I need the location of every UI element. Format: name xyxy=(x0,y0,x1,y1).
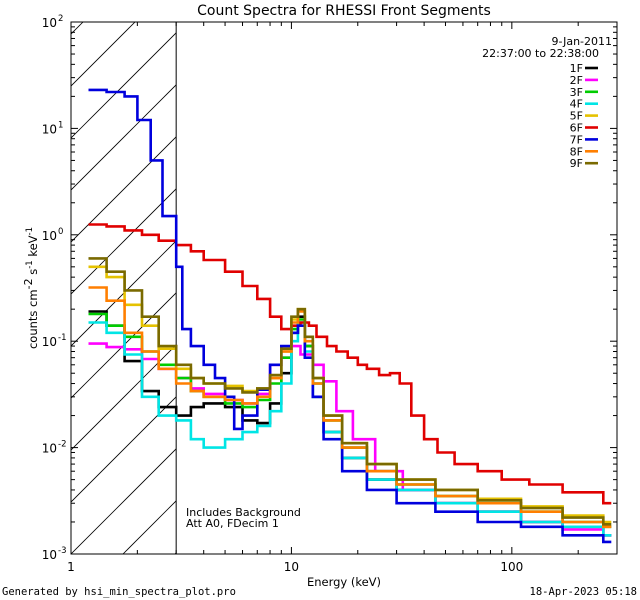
legend-label: 1F xyxy=(570,62,583,75)
y-axis-label-exponent: -2 xyxy=(22,278,35,289)
legend-label: 9F xyxy=(570,157,583,170)
x-tick-label: 100 xyxy=(500,560,523,574)
hatch-line xyxy=(435,0,640,554)
series-line-9F xyxy=(88,257,612,526)
footer-generator: Generated by hsi_min_spectra_plot.pro xyxy=(2,586,236,598)
legend-label: 4F xyxy=(570,98,583,111)
y-tick-exponent: 2 xyxy=(58,14,63,24)
x-tick-label: 1 xyxy=(67,560,75,574)
hatch-line xyxy=(71,84,177,191)
y-axis-label: counts cm-2 s-1 keV-1 xyxy=(22,227,40,349)
excluded-energy-hatch xyxy=(71,0,640,554)
series-line-7F xyxy=(88,88,612,544)
y-axis-label-exponent: -1 xyxy=(25,227,35,235)
observation-date: 9-Jan-2011 xyxy=(552,35,613,48)
annotation-attenuator: Att A0, FDecim 1 xyxy=(186,517,279,530)
y-tick-exponent: -3 xyxy=(58,546,66,556)
hatch-line xyxy=(383,0,640,554)
hatch-line xyxy=(71,22,84,35)
y-tick-exponent: 0 xyxy=(58,227,63,237)
x-tick-labels: 1 10 100 xyxy=(67,560,523,574)
hatch-line xyxy=(71,32,177,139)
legend-label: 3F xyxy=(570,86,583,99)
y-tick-label: 10 xyxy=(42,442,57,456)
series-line-6F xyxy=(88,223,612,505)
y-tick-label: 10 xyxy=(42,122,57,136)
x-axis-label: Energy (keV) xyxy=(307,575,381,589)
axis-ticks xyxy=(70,21,618,555)
hatch-line xyxy=(71,396,177,503)
hatch-line xyxy=(71,22,136,87)
hatch-line xyxy=(71,448,177,554)
hatch-line xyxy=(71,136,177,243)
hatch-line xyxy=(71,344,177,451)
hatch-line xyxy=(539,0,640,554)
y-tick-label: 10 xyxy=(42,548,57,562)
annotation-background: Includes Background xyxy=(186,506,301,519)
hatch-line xyxy=(71,240,177,347)
legend-label: 8F xyxy=(570,145,583,158)
y-tick-exponent: -1 xyxy=(58,333,66,343)
x-tick-label: 10 xyxy=(284,560,299,574)
y-tick-exponent: 1 xyxy=(58,120,63,130)
hatch-line xyxy=(279,0,640,554)
hatch-line xyxy=(71,188,177,295)
y-tick-exponent: -2 xyxy=(58,440,66,450)
spectra-series xyxy=(88,88,612,544)
series-line-4F xyxy=(88,321,612,537)
observation-time-range: 22:37:00 to 22:38:00 xyxy=(482,47,599,60)
y-tick-label: 10 xyxy=(42,229,57,243)
legend-label: 6F xyxy=(570,122,583,135)
y-axis-label-exponent: -1 xyxy=(25,260,35,268)
y-tick-label: 10 xyxy=(42,16,57,30)
legend-label: 5F xyxy=(570,110,583,123)
y-axis-label-part: counts cm xyxy=(26,289,40,349)
y-axis-label-part: keV xyxy=(26,235,40,260)
footer-timestamp: 18-Apr-2023 05:18 xyxy=(530,586,637,598)
chart-title: Count Spectra for RHESSI Front Segments xyxy=(197,3,491,19)
legend-label: 7F xyxy=(570,133,583,146)
y-axis-label-part: s xyxy=(26,269,40,279)
legend-label: 2F xyxy=(570,74,583,87)
y-tick-label: 10 xyxy=(42,335,57,349)
plot-frame xyxy=(70,21,618,555)
